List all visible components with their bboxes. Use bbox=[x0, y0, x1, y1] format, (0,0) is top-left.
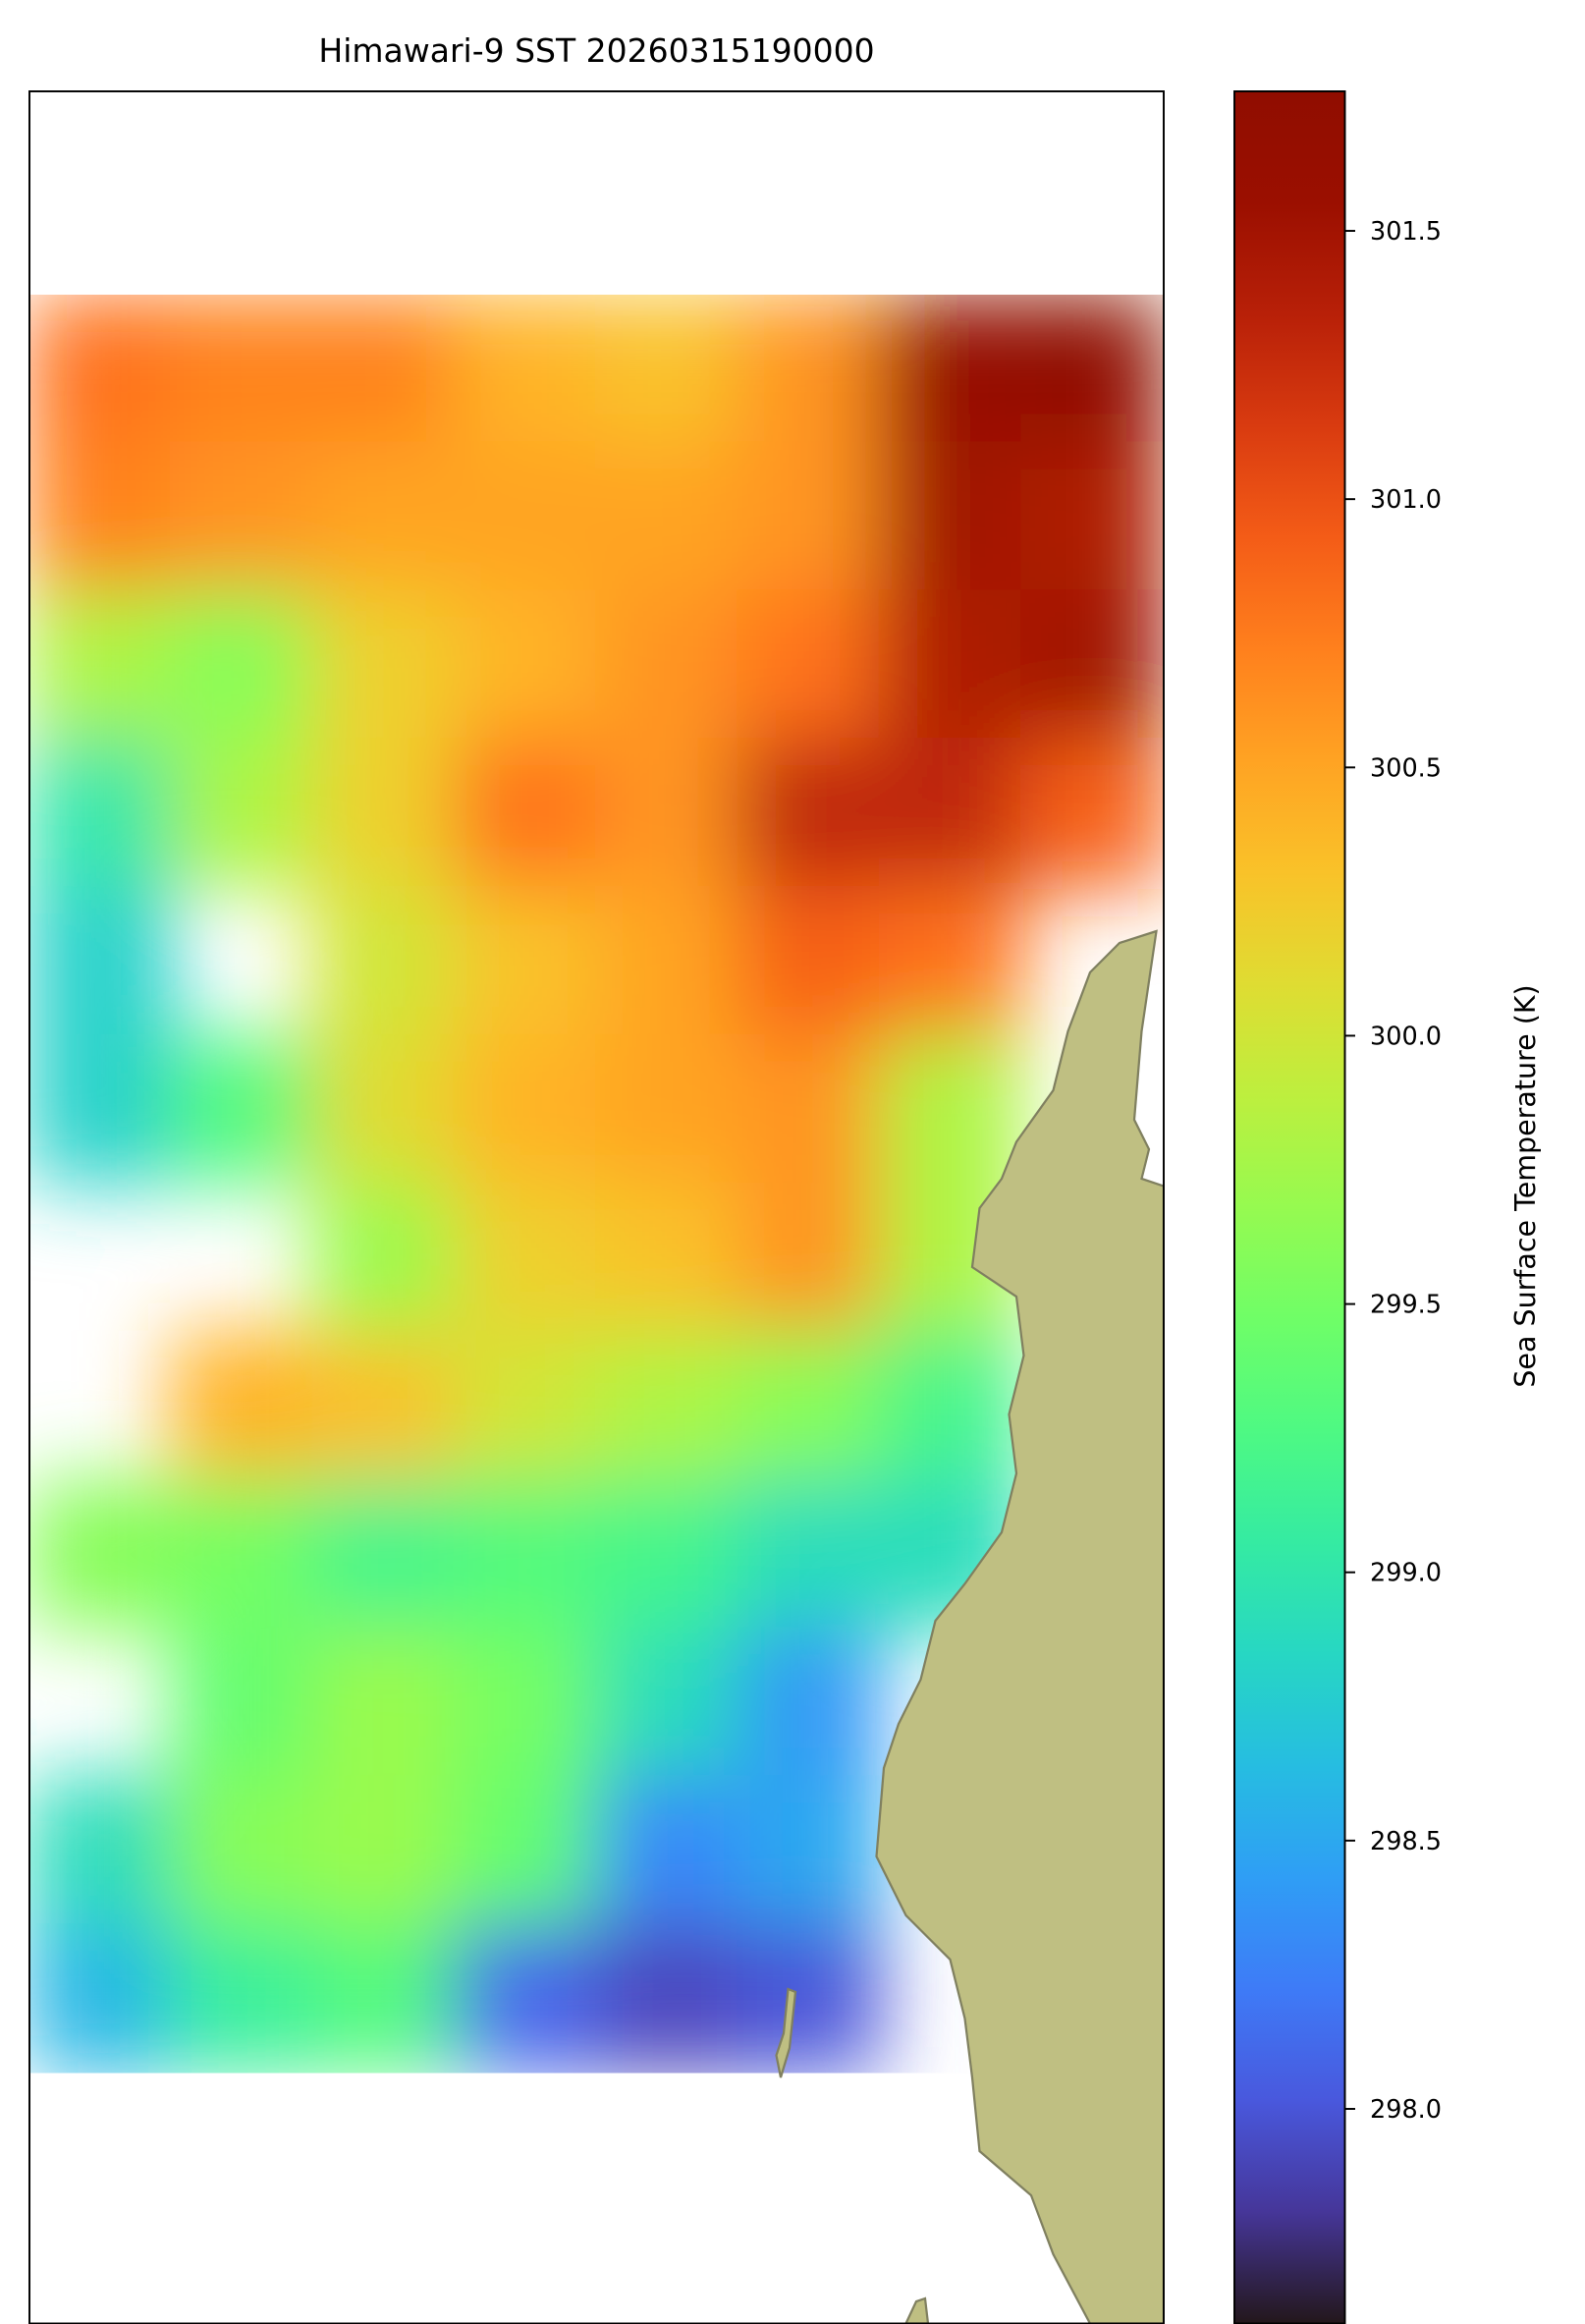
sst-cell bbox=[878, 589, 1024, 742]
sst-cell bbox=[737, 1627, 882, 1779]
land bbox=[875, 929, 1164, 2324]
sst-cell bbox=[169, 738, 315, 890]
colorbar-label: Sea Surface Temperature (K) bbox=[1509, 984, 1542, 1387]
sst-cell bbox=[453, 1330, 598, 1482]
sst-cell bbox=[169, 1330, 315, 1482]
colorbar-tick-label: 298.0 bbox=[1370, 2095, 1442, 2125]
sst-cell bbox=[453, 295, 598, 445]
sst-cell bbox=[737, 1033, 882, 1186]
sst-cell bbox=[29, 295, 173, 445]
sst-cell bbox=[453, 1033, 598, 1186]
sst-cell bbox=[29, 1775, 173, 1927]
sst-cell bbox=[311, 1033, 457, 1186]
sst-cell bbox=[595, 738, 740, 890]
sst-cell bbox=[737, 1775, 882, 1927]
sst-cell bbox=[311, 1330, 457, 1482]
sst-field bbox=[29, 295, 1164, 2074]
sst-cell bbox=[453, 1775, 598, 1927]
sst-cell bbox=[311, 1923, 457, 2074]
sst-cell bbox=[29, 589, 173, 742]
colorbar-tick-label: 300.0 bbox=[1370, 1022, 1442, 1051]
sst-cell bbox=[737, 886, 882, 1037]
sst-cell bbox=[311, 886, 457, 1037]
sst-cell bbox=[878, 295, 1024, 445]
sst-cell bbox=[737, 1478, 882, 1631]
sst-cell bbox=[169, 295, 315, 445]
sst-cell bbox=[595, 1478, 740, 1631]
sst-cell bbox=[311, 589, 457, 742]
sst-cell bbox=[169, 1478, 315, 1631]
sst-cell bbox=[311, 1627, 457, 1779]
sst-cell bbox=[737, 589, 882, 742]
sst-cell bbox=[595, 1033, 740, 1186]
sst-cell bbox=[453, 589, 598, 742]
sst-cell bbox=[878, 1330, 1024, 1482]
sst-cell bbox=[595, 589, 740, 742]
colorbar-tick-label: 301.5 bbox=[1370, 217, 1442, 247]
sst-cell bbox=[169, 441, 315, 593]
sst-cell bbox=[595, 295, 740, 445]
sst-cell bbox=[169, 589, 315, 742]
sst-cell bbox=[878, 886, 1024, 1037]
sst-cell bbox=[595, 886, 740, 1037]
sst-cell bbox=[737, 1182, 882, 1334]
sst-cell bbox=[311, 738, 457, 890]
sst-cell bbox=[311, 1478, 457, 1631]
sst-cell bbox=[878, 1033, 1024, 1186]
sst-cell bbox=[29, 1923, 173, 2074]
sst-cell bbox=[311, 1775, 457, 1927]
sst-cell bbox=[737, 738, 882, 890]
sst-cell bbox=[737, 441, 882, 593]
sst-cell bbox=[1020, 295, 1164, 445]
colorbar-tick-label: 300.5 bbox=[1370, 753, 1442, 783]
sst-cell bbox=[453, 441, 598, 593]
sst-cell bbox=[595, 441, 740, 593]
island bbox=[904, 2296, 930, 2324]
sst-cell bbox=[29, 441, 173, 593]
sst-cell bbox=[453, 1923, 598, 2074]
sst-cell bbox=[595, 1182, 740, 1334]
sst-cell bbox=[737, 295, 882, 445]
sst-cell bbox=[595, 1330, 740, 1482]
sst-cell bbox=[1020, 441, 1164, 593]
sst-cell bbox=[878, 738, 1024, 890]
sst-cell bbox=[453, 886, 598, 1037]
map-title: Himawari-9 SST 20260315190000 bbox=[318, 31, 874, 70]
sst-cell bbox=[29, 886, 173, 1037]
sst-cell bbox=[1020, 738, 1164, 890]
sst-cell bbox=[29, 1478, 173, 1631]
colorbar-tick-label: 299.0 bbox=[1370, 1559, 1442, 1588]
sst-cell bbox=[878, 441, 1024, 593]
colorbar-tick-label: 301.0 bbox=[1370, 485, 1442, 515]
island bbox=[775, 1987, 797, 2078]
sst-cell bbox=[453, 738, 598, 890]
sst-cell bbox=[453, 1627, 598, 1779]
sst-cell bbox=[311, 1182, 457, 1334]
sst-cell bbox=[311, 441, 457, 593]
sst-cell bbox=[595, 1775, 740, 1927]
colorbar-tick-label: 299.5 bbox=[1370, 1291, 1442, 1320]
colorbar bbox=[1233, 90, 1346, 2324]
sst-cell bbox=[311, 295, 457, 445]
sst-cell bbox=[169, 1627, 315, 1779]
sst-cell bbox=[737, 1330, 882, 1482]
sst-cell bbox=[737, 1923, 882, 2074]
sst-cell bbox=[29, 1033, 173, 1186]
sst-cell bbox=[595, 1627, 740, 1779]
sst-cell bbox=[595, 1923, 740, 2074]
sst-cell bbox=[169, 1923, 315, 2074]
sst-cell bbox=[1020, 589, 1164, 742]
sst-cell bbox=[29, 738, 173, 890]
sst-cell bbox=[453, 1478, 598, 1631]
sst-cell bbox=[169, 1775, 315, 1927]
sst-cell bbox=[169, 1033, 315, 1186]
colorbar-tick-label: 298.5 bbox=[1370, 1827, 1442, 1856]
sst-cell bbox=[453, 1182, 598, 1334]
